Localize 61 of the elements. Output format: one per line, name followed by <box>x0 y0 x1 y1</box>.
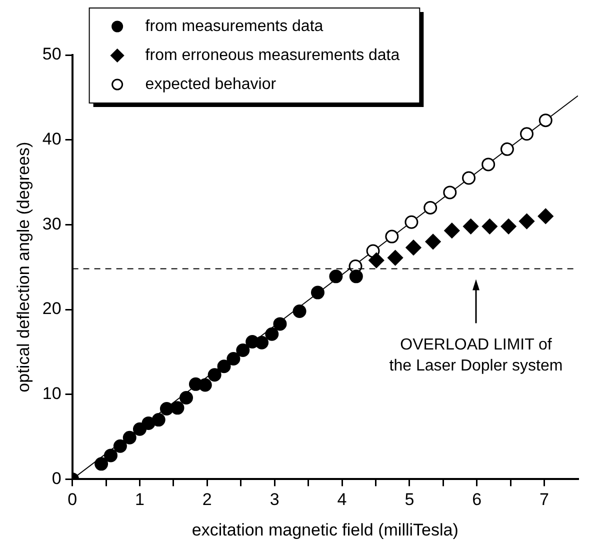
point <box>152 413 166 427</box>
y-tick-label: 40 <box>42 130 62 149</box>
point <box>349 270 363 284</box>
point <box>538 208 554 224</box>
x-tick-label: 5 <box>404 490 414 510</box>
point <box>104 448 118 462</box>
y-tick-label: 20 <box>42 299 62 318</box>
x-axis-title: excitation magnetic field (milliTesla) <box>192 520 458 540</box>
point <box>113 439 127 453</box>
point <box>208 368 222 382</box>
point <box>132 422 146 436</box>
point <box>538 114 552 128</box>
point <box>425 234 441 250</box>
point <box>310 286 324 300</box>
point <box>368 252 384 268</box>
x-tick-label: 0 <box>68 490 78 510</box>
point <box>170 401 184 415</box>
point <box>388 250 404 266</box>
x-tick-label: 7 <box>540 490 550 510</box>
x-tick-label: 6 <box>472 490 482 510</box>
y-tick-label: 0 <box>52 468 62 488</box>
point <box>520 127 534 141</box>
point <box>385 230 399 244</box>
x-tick-label: 2 <box>202 490 212 510</box>
x-tick-label: 3 <box>270 490 280 510</box>
point <box>265 327 279 341</box>
point <box>217 360 231 374</box>
point <box>180 391 194 405</box>
x-tick-label: 1 <box>135 490 144 510</box>
point <box>406 240 422 256</box>
point <box>236 343 250 357</box>
legend-label: from erroneous measurements data <box>145 46 400 64</box>
y-tick-label: 50 <box>42 44 62 64</box>
point <box>94 457 108 471</box>
point <box>462 171 476 185</box>
point <box>482 218 498 234</box>
point <box>198 378 212 392</box>
y-tick-label: 30 <box>42 214 62 234</box>
annotation: OVERLOAD LIMIT of the Laser Dopler system <box>389 336 563 375</box>
point <box>142 416 156 430</box>
point <box>273 317 287 331</box>
point <box>160 402 174 416</box>
x-tick-label: 4 <box>337 490 347 510</box>
legend-label: expected behavior <box>145 76 277 93</box>
point <box>463 218 479 234</box>
point <box>404 215 418 229</box>
point <box>500 142 514 156</box>
point <box>329 270 343 284</box>
y-axis-title: optical deflection angle (degrees) <box>14 142 33 392</box>
point <box>519 214 535 230</box>
point <box>122 430 136 444</box>
point <box>226 352 240 366</box>
point <box>500 218 516 234</box>
point <box>443 186 457 200</box>
point <box>444 222 460 238</box>
point <box>292 304 306 318</box>
point <box>482 158 496 172</box>
point <box>255 336 269 350</box>
y-tick-label: 10 <box>42 384 62 404</box>
legend-label: from measurements data <box>145 18 324 35</box>
point <box>424 200 438 214</box>
